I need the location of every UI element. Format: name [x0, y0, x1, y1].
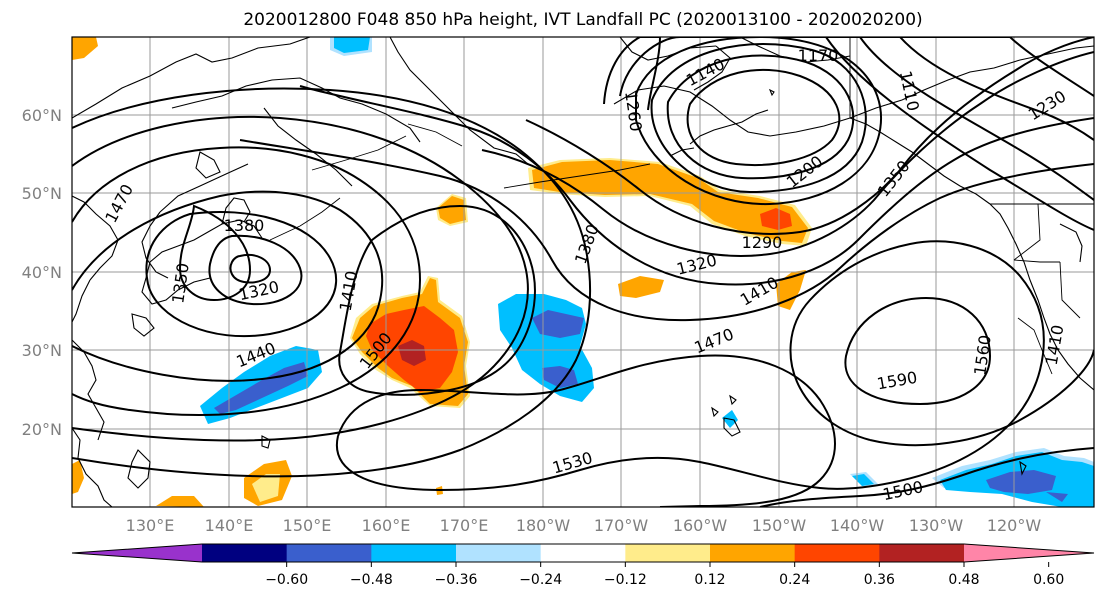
ivt-shading-positive: [72, 37, 812, 507]
colorbar-tick-label: −0.24: [519, 572, 562, 588]
lon-label-170e: 170°E: [440, 516, 489, 535]
lat-label-50n: 50°N: [22, 184, 62, 203]
colorbar-tick-label: −0.12: [604, 572, 647, 588]
lon-label-170w: 170°W: [594, 516, 649, 535]
lon-label-130e: 130°E: [126, 516, 175, 535]
colorbar-bin: [794, 544, 880, 562]
coastlines: [72, 37, 1094, 507]
lon-label-180w: 180°W: [516, 516, 571, 535]
contour-label-1170: 1170: [798, 46, 839, 65]
lon-label-120w: 120°W: [987, 516, 1042, 535]
colorbar-bin: [202, 544, 288, 562]
islands: [711, 394, 1027, 476]
lon-label-160w: 160°W: [673, 516, 728, 535]
contour-label-1380-west: 1380: [224, 216, 265, 235]
colorbar-tick-label: 0.12: [694, 572, 725, 588]
colorbar-tick-label: −0.48: [350, 572, 393, 588]
lon-label-140e: 140°E: [205, 516, 254, 535]
lat-label-20n: 20°N: [22, 420, 62, 439]
contour-label-1290: 1290: [742, 233, 783, 252]
colorbar-bin: [456, 544, 542, 562]
height-contours: [72, 37, 1094, 507]
lon-label-150e: 150°E: [283, 516, 332, 535]
lon-label-130w: 130°W: [909, 516, 964, 535]
colorbar-extend-high: [964, 544, 1094, 562]
colorbar-bin: [625, 544, 711, 562]
colorbar-tick-label: 0.60: [1033, 572, 1064, 588]
colorbar-tick-label: −0.36: [435, 572, 478, 588]
colorbar-bin: [371, 544, 457, 562]
colorbar-extend-low: [72, 544, 202, 562]
lon-label-140w: 140°W: [830, 516, 885, 535]
latitude-labels: 60°N 50°N 40°N 30°N 20°N: [22, 106, 62, 439]
colorbar-bin: [710, 544, 796, 562]
colorbar-tick-label: 0.24: [779, 572, 810, 588]
lon-label-160e: 160°E: [362, 516, 411, 535]
colorbar-bin: [286, 544, 372, 562]
lon-label-150w: 150°W: [752, 516, 807, 535]
lat-label-60n: 60°N: [22, 106, 62, 125]
colorbar: −0.60 −0.48 −0.36 −0.24 −0.12 0.12 0.24 0.36 0.4…: [71, 543, 1095, 588]
colorbar-bin: [540, 544, 626, 562]
lat-label-40n: 40°N: [22, 263, 62, 282]
colorbar-outline: [71, 543, 1095, 563]
map-plot-area: 1170 1140 1260 1110 1230 1200 1350 1290 …: [72, 37, 1094, 507]
colorbar-tick-label: 0.48: [948, 572, 979, 588]
map-title: 2020012800 F048 850 hPa height, IVT Land…: [243, 10, 922, 30]
lat-label-30n: 30°N: [22, 341, 62, 360]
longitude-labels: 130°E 140°E 150°E 160°E 170°E 180°W 170°…: [126, 516, 1042, 535]
colorbar-tick-label: 0.36: [864, 572, 895, 588]
map-frame: [71, 36, 1095, 508]
colorbar-bin: [879, 544, 965, 562]
colorbar-tick-label: −0.60: [265, 572, 308, 588]
